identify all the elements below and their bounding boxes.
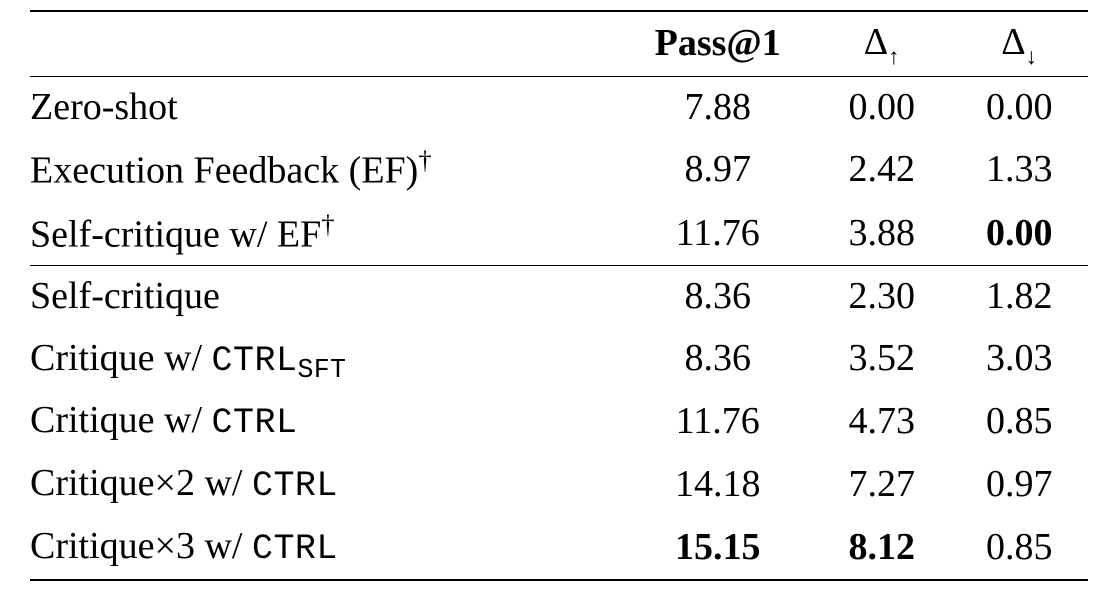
delta-up-cell: 4.73 [813, 390, 951, 453]
pass-cell: 8.36 [622, 328, 812, 391]
table-row: Execution Feedback (EF)† 8.97 2.42 1.33 [30, 138, 1088, 202]
delta-up-cell: 8.12 [813, 516, 951, 580]
method-cell: Critique×2 w/ CTRL [30, 453, 622, 516]
times-multiplier: ×3 [155, 525, 195, 567]
group-1: Zero-shot 7.88 0.00 0.00 Execution Feedb… [30, 76, 1088, 266]
delta-up-symbol: Δ [864, 21, 888, 63]
delta-up-cell: 0.00 [813, 76, 951, 138]
delta-down-cell: 0.97 [950, 453, 1088, 516]
method-cell: Critique w/ CTRLSFT [30, 328, 622, 391]
ctrl-token: CTRL [212, 404, 298, 443]
header-delta-down: Δ↓ [950, 11, 1088, 76]
delta-down-cell: 0.00 [950, 76, 1088, 138]
delta-up-cell: 3.88 [813, 202, 951, 266]
delta-up-cell: 7.27 [813, 453, 951, 516]
table-row: Zero-shot 7.88 0.00 0.00 [30, 76, 1088, 138]
method-cell: Self-critique [30, 266, 622, 328]
dagger-icon: † [321, 209, 334, 239]
delta-down-cell: 0.00 [950, 202, 1088, 266]
delta-down-cell: 0.85 [950, 516, 1088, 580]
method-cell: Self-critique w/ EF† [30, 202, 622, 266]
method-label-pre: Critique w/ [30, 337, 212, 379]
table-row: Critique×3 w/ CTRL 15.15 8.12 0.85 [30, 516, 1088, 580]
table-row: Critique w/ CTRLSFT 8.36 3.52 3.03 [30, 328, 1088, 391]
delta-down-cell: 0.85 [950, 390, 1088, 453]
delta-down-arrow-icon: ↓ [1026, 44, 1037, 69]
header-pass: Pass@1 [622, 11, 812, 76]
delta-up-cell: 2.42 [813, 138, 951, 202]
ctrl-token: CTRL [212, 342, 298, 381]
pass-cell: 11.76 [622, 202, 812, 266]
delta-down-symbol: Δ [1001, 21, 1025, 63]
method-cell: Critique×3 w/ CTRL [30, 516, 622, 580]
delta-up-cell: 2.30 [813, 266, 951, 328]
method-label: Self-critique [30, 275, 220, 317]
method-label: Execution Feedback (EF) [30, 149, 418, 191]
method-label-post: w/ [195, 525, 252, 567]
delta-down-cell: 1.33 [950, 138, 1088, 202]
method-label-pre: Critique [30, 462, 155, 504]
ctrl-subscript: SFT [297, 355, 346, 385]
table-row: Critique w/ CTRL 11.76 4.73 0.85 [30, 390, 1088, 453]
method-cell: Execution Feedback (EF)† [30, 138, 622, 202]
delta-up-cell: 3.52 [813, 328, 951, 391]
method-label-pre: Critique [30, 525, 155, 567]
header-delta-up: Δ↑ [813, 11, 951, 76]
pass-cell: 8.97 [622, 138, 812, 202]
delta-up-arrow-icon: ↑ [888, 44, 899, 69]
method-cell: Critique w/ CTRL [30, 390, 622, 453]
header-method [30, 11, 622, 76]
table-row: Critique×2 w/ CTRL 14.18 7.27 0.97 [30, 453, 1088, 516]
method-label-pre: Critique w/ [30, 399, 212, 441]
table-row: Self-critique w/ EF† 11.76 3.88 0.00 [30, 202, 1088, 266]
results-table-container: Pass@1 Δ↑ Δ↓ Zero-shot 7.88 0.00 0.00 [0, 0, 1118, 591]
ctrl-token: CTRL [252, 467, 338, 506]
times-multiplier: ×2 [155, 462, 195, 504]
group-2: Self-critique 8.36 2.30 1.82 Critique w/… [30, 266, 1088, 580]
results-table: Pass@1 Δ↑ Δ↓ Zero-shot 7.88 0.00 0.00 [30, 10, 1088, 581]
delta-down-cell: 1.82 [950, 266, 1088, 328]
header-row: Pass@1 Δ↑ Δ↓ [30, 11, 1088, 76]
method-label: Self-critique w/ EF [30, 213, 321, 255]
table-row: Self-critique 8.36 2.30 1.82 [30, 266, 1088, 328]
dagger-icon: † [418, 145, 431, 175]
pass-cell: 7.88 [622, 76, 812, 138]
ctrl-token: CTRL [252, 530, 338, 569]
pass-cell: 8.36 [622, 266, 812, 328]
pass-cell: 14.18 [622, 453, 812, 516]
pass-cell: 15.15 [622, 516, 812, 580]
delta-down-cell: 3.03 [950, 328, 1088, 391]
method-label: Zero-shot [30, 86, 178, 128]
method-cell: Zero-shot [30, 76, 622, 138]
pass-cell: 11.76 [622, 390, 812, 453]
method-label-post: w/ [195, 462, 252, 504]
